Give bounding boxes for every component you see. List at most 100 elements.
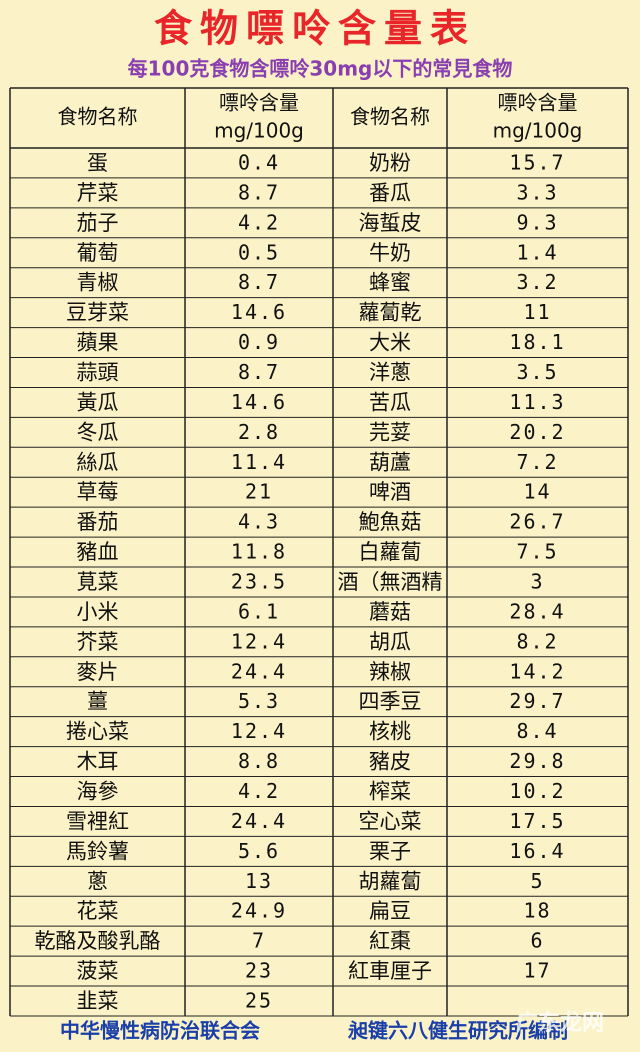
value-cell: 3.2 xyxy=(516,270,558,294)
food-cell: 莧菜 xyxy=(77,570,119,594)
food-cell: 鮑魚菇 xyxy=(359,510,422,534)
watermark: 广东龙网 xyxy=(516,1010,604,1036)
value-cell: 12.4 xyxy=(231,719,287,743)
value-cell: 6 xyxy=(530,929,544,953)
value-cell: 8.4 xyxy=(516,719,558,743)
subtitle: 每100克食物含嘌呤30mg以下的常見食物 xyxy=(128,57,513,81)
food-cell: 黃瓜 xyxy=(77,390,119,414)
food-cell: 辣椒 xyxy=(369,660,411,684)
food-cell: 乾酪及酸乳酪 xyxy=(35,929,161,953)
food-cell: 葫蘆 xyxy=(369,450,411,474)
value-cell: 5 xyxy=(530,869,544,893)
food-cell: 核桃 xyxy=(369,720,411,744)
food-cell: 胡蘿蔔 xyxy=(359,869,422,893)
food-cell: 紅車厘子 xyxy=(348,959,432,983)
header-cell: 食物名称 xyxy=(350,105,430,129)
value-cell: 8.8 xyxy=(238,749,280,773)
food-cell: 大米 xyxy=(369,331,411,355)
header-cell: mg/100g xyxy=(493,119,583,143)
value-cell: 7.5 xyxy=(516,540,558,564)
food-cell: 酒（無酒精 xyxy=(338,570,443,594)
food-cell: 韭菜 xyxy=(77,989,119,1013)
value-cell: 6.1 xyxy=(238,599,280,623)
food-cell: 紅棗 xyxy=(369,929,411,953)
food-cell: 蒜頭 xyxy=(77,360,119,384)
food-cell: 冬瓜 xyxy=(77,420,119,444)
value-cell: 21 xyxy=(245,480,273,504)
food-cell: 芥菜 xyxy=(77,630,119,654)
food-cell: 番瓜 xyxy=(369,181,411,205)
footer-left: 中华慢性病防治联合会 xyxy=(60,1019,260,1043)
food-cell: 雪裡紅 xyxy=(66,809,129,833)
food-cell: 芹菜 xyxy=(77,181,119,205)
food-cell: 木耳 xyxy=(77,750,119,774)
food-cell: 芫荽 xyxy=(369,420,411,444)
value-cell: 11.8 xyxy=(231,540,287,564)
food-cell: 麥片 xyxy=(77,660,119,684)
value-cell: 8.7 xyxy=(238,360,280,384)
value-cell: 4.3 xyxy=(238,510,280,534)
value-cell: 20.2 xyxy=(509,420,565,444)
value-cell: 15.7 xyxy=(509,150,565,174)
food-cell: 扁豆 xyxy=(369,899,411,923)
value-cell: 7 xyxy=(252,929,266,953)
value-cell: 0.9 xyxy=(238,330,280,354)
food-cell: 草莓 xyxy=(77,480,119,504)
header-cell: 食物名称 xyxy=(58,105,138,129)
food-cell: 啤酒 xyxy=(369,480,411,504)
value-cell: 3 xyxy=(530,569,544,593)
food-cell: 蜂蜜 xyxy=(369,271,411,295)
food-cell: 青椒 xyxy=(77,271,119,295)
food-cell: 蘿蔔乾 xyxy=(359,301,422,325)
value-cell: 18 xyxy=(523,899,551,923)
food-cell: 空心菜 xyxy=(359,809,422,833)
value-cell: 9.3 xyxy=(516,210,558,234)
value-cell: 24.9 xyxy=(231,899,287,923)
value-cell: 14.6 xyxy=(231,300,287,324)
value-cell: 17 xyxy=(523,959,551,983)
food-cell: 苦瓜 xyxy=(369,390,411,414)
value-cell: 2.8 xyxy=(238,420,280,444)
food-cell: 栗子 xyxy=(369,839,411,863)
food-cell: 絲瓜 xyxy=(77,450,119,474)
food-cell: 榨菜 xyxy=(369,779,411,803)
food-cell: 捲心菜 xyxy=(66,720,129,744)
footer-right: 昶键六八健生研究所编制 xyxy=(347,1019,568,1043)
value-cell: 29.8 xyxy=(509,749,565,773)
value-cell: 14 xyxy=(523,480,551,504)
value-cell: 5.3 xyxy=(238,689,280,713)
value-cell: 24.4 xyxy=(231,659,287,683)
value-cell: 3.5 xyxy=(516,360,558,384)
value-cell: 11.3 xyxy=(509,390,565,414)
header-cell: 嘌呤含量 xyxy=(498,91,578,115)
food-cell: 奶粉 xyxy=(369,151,411,175)
title: 食物嘌呤含量表 xyxy=(154,7,476,51)
value-cell: 26.7 xyxy=(509,510,565,534)
value-cell: 11 xyxy=(523,300,551,324)
value-cell: 10.2 xyxy=(509,779,565,803)
food-cell: 蛋 xyxy=(87,151,108,175)
value-cell: 4.2 xyxy=(238,779,280,803)
value-cell: 5.6 xyxy=(238,839,280,863)
value-cell: 25 xyxy=(245,989,273,1013)
food-cell: 番茄 xyxy=(77,510,119,534)
value-cell: 29.7 xyxy=(509,689,565,713)
food-cell: 花菜 xyxy=(77,899,119,923)
food-cell: 豆芽菜 xyxy=(66,301,129,325)
header-cell: mg/100g xyxy=(214,119,304,143)
food-cell: 茄子 xyxy=(77,211,119,235)
value-cell: 23 xyxy=(245,959,273,983)
food-cell: 薑 xyxy=(87,690,108,714)
food-cell: 牛奶 xyxy=(369,241,411,265)
value-cell: 18.1 xyxy=(509,330,565,354)
value-cell: 4.2 xyxy=(238,210,280,234)
header-cell: 嘌呤含量 xyxy=(219,91,299,115)
food-cell: 四季豆 xyxy=(359,690,422,714)
value-cell: 3.3 xyxy=(516,180,558,204)
value-cell: 17.5 xyxy=(509,809,565,833)
value-cell: 11.4 xyxy=(231,450,287,474)
value-cell: 13 xyxy=(245,869,273,893)
value-cell: 24.4 xyxy=(231,809,287,833)
value-cell: 12.4 xyxy=(231,629,287,653)
